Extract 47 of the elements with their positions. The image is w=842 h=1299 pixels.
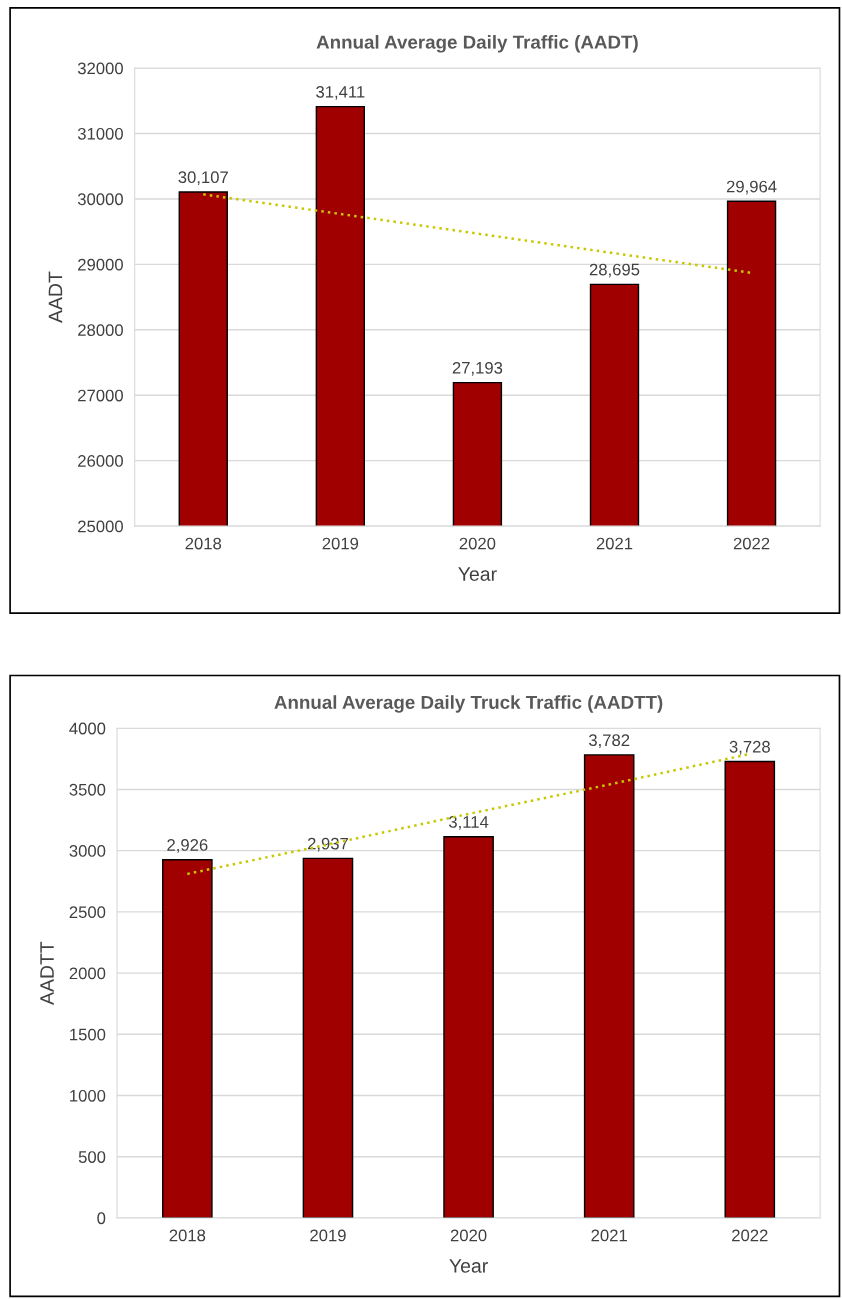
data-label: 3,114 — [448, 816, 489, 830]
chart-title: Annual Average Daily Traffic (AADT) — [316, 35, 638, 53]
y-tick-label: 2000 — [69, 967, 106, 980]
bar — [302, 857, 354, 1218]
x-tick-label: 2018 — [169, 1229, 206, 1242]
x-tick-label: 2019 — [322, 537, 359, 550]
y-tick-label: 4000 — [69, 722, 106, 735]
y-tick-label: 29000 — [78, 258, 123, 271]
y-tick-label: 27000 — [78, 389, 123, 402]
x-tick-label: 2022 — [732, 1229, 768, 1242]
bar — [443, 835, 494, 1218]
data-label: 3,782 — [588, 734, 630, 749]
x-tick-label: 2022 — [733, 537, 770, 550]
y-axis-title: AADTT — [40, 941, 54, 1005]
bar — [583, 754, 635, 1218]
bar — [162, 859, 213, 1218]
y-tick-label: 31000 — [77, 127, 123, 140]
y-tick-label: 26000 — [78, 455, 123, 467]
data-label: 3,728 — [729, 740, 770, 755]
chart-title: Annual Average Daily Truck Traffic (AADTT) — [274, 695, 663, 713]
x-axis-title: Year — [458, 567, 497, 581]
data-label: 30,107 — [178, 171, 228, 186]
x-tick-label: 2020 — [459, 537, 496, 550]
y-axis-title: AADT — [48, 271, 63, 323]
data-label: 27,193 — [452, 361, 503, 376]
y-tick-label: 28000 — [78, 324, 123, 336]
y-tick-label: 1000 — [70, 1089, 106, 1102]
y-tick-label: 3500 — [69, 783, 106, 796]
data-label: 29,964 — [726, 180, 777, 195]
y-tick-label: 2500 — [69, 906, 106, 919]
y-tick-label: 0 — [97, 1212, 106, 1225]
y-tick-label: 500 — [78, 1151, 106, 1163]
x-tick-label: 2021 — [596, 537, 633, 550]
y-tick-label: 32000 — [77, 62, 123, 75]
y-tick-label: 25000 — [78, 520, 123, 533]
y-tick-label: 1500 — [70, 1028, 106, 1041]
data-label: 28,695 — [589, 263, 640, 278]
x-tick-label: 2021 — [591, 1229, 627, 1242]
y-tick-label: 30000 — [77, 193, 123, 206]
y-tick-label: 3000 — [69, 845, 106, 857]
data-label: 2,926 — [167, 839, 208, 853]
bar — [724, 760, 776, 1218]
x-tick-label: 2018 — [185, 537, 222, 550]
data-label: 31,411 — [316, 85, 365, 100]
x-tick-label: 2019 — [310, 1229, 346, 1242]
x-axis-title: Year — [449, 1259, 488, 1273]
x-tick-label: 2020 — [450, 1229, 487, 1242]
